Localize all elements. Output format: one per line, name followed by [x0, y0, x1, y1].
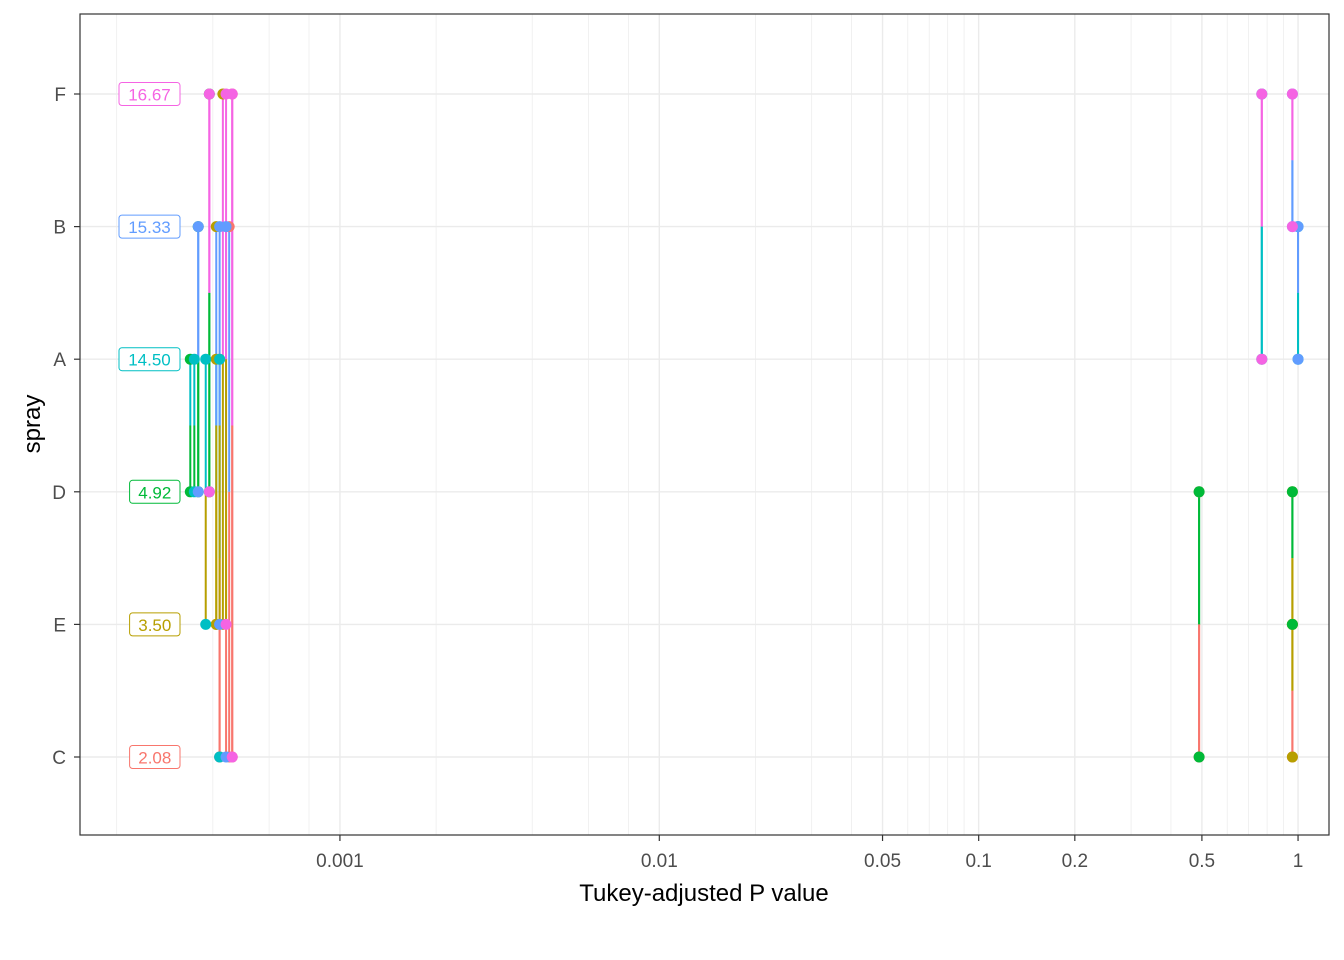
comparison-point — [220, 88, 232, 100]
x-tick-label: 0.1 — [965, 851, 991, 872]
mean-label-box — [129, 745, 181, 769]
comparison-point — [188, 353, 200, 365]
x-tick-label: 0.01 — [641, 851, 678, 872]
plot-panel — [80, 14, 1329, 835]
comparison-point — [220, 618, 232, 630]
comparison-point — [214, 353, 226, 365]
mean-label: 15.33 — [128, 218, 171, 237]
mean-labels: 2.08 3.50 4.92 14.50 15.33 16.67 — [118, 82, 181, 769]
x-axis-title: Tukey-adjusted P value — [579, 880, 828, 907]
comparison-point — [1256, 88, 1268, 100]
comparison-point — [1286, 751, 1298, 763]
comparison-point — [200, 353, 212, 365]
comparison-point — [192, 486, 204, 498]
mean-label: 4.92 — [138, 483, 171, 502]
y-tick-label: E — [53, 615, 66, 636]
mean-label: 3.50 — [138, 616, 171, 635]
mean-label-box — [129, 479, 181, 504]
x-axis: 0.001 0.01 0.05 0.1 0.2 0.5 1 — [316, 835, 1303, 872]
y-tick-label: B — [53, 218, 66, 239]
mean-label-box — [118, 347, 181, 372]
comparison-segments — [189, 94, 1300, 757]
comparison-point — [1193, 486, 1205, 498]
mean-label-box — [129, 612, 181, 637]
y-tick-label: D — [52, 483, 66, 504]
comparison-point — [226, 751, 238, 763]
y-tick-label: C — [52, 748, 66, 769]
comparison-point — [1286, 88, 1298, 100]
mean-label: 14.50 — [128, 351, 171, 370]
y-axis-title: spray — [19, 395, 46, 454]
y-tick-label: A — [53, 350, 66, 371]
mean-label-box — [118, 214, 181, 239]
minor-grid — [116, 14, 1284, 835]
comparison-point — [200, 618, 212, 630]
comparison-point — [1256, 353, 1268, 365]
comparison-point — [1286, 221, 1298, 233]
plot-border — [79, 13, 1330, 836]
major-grid — [80, 14, 1329, 835]
comparison-point — [214, 221, 226, 233]
comparison-point — [203, 88, 215, 100]
comparison-point — [1292, 353, 1304, 365]
comparison-point — [192, 221, 204, 233]
comparison-point — [1286, 486, 1298, 498]
comparison-points — [184, 88, 1304, 763]
y-tick-label: F — [54, 85, 66, 106]
comparison-point — [203, 486, 215, 498]
y-axis: C E D A B F — [52, 85, 80, 769]
mean-label-box — [118, 82, 181, 106]
x-tick-label: 1 — [1293, 851, 1304, 872]
comparison-point — [1286, 618, 1298, 630]
x-tick-label: 0.001 — [316, 851, 364, 872]
x-tick-label: 0.5 — [1189, 851, 1215, 872]
mean-label: 2.08 — [138, 749, 171, 768]
mean-label: 16.67 — [128, 86, 171, 105]
x-tick-label: 0.2 — [1062, 851, 1088, 872]
comparison-point — [1193, 751, 1205, 763]
x-tick-label: 0.05 — [864, 851, 901, 872]
